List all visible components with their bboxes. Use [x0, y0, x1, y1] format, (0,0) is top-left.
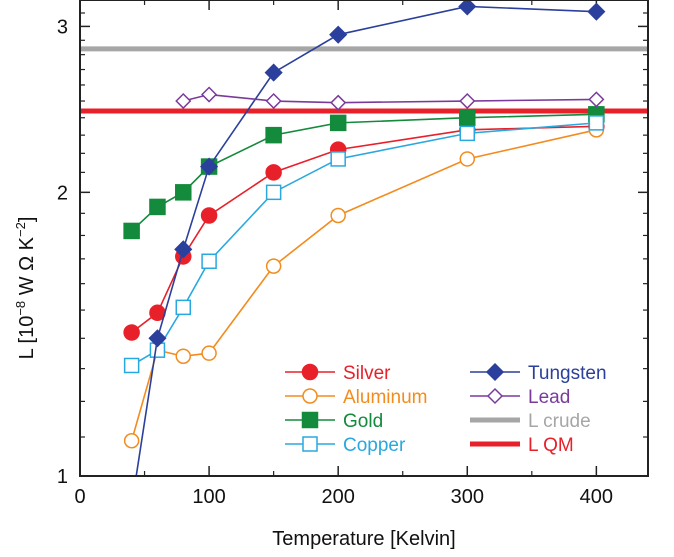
- legend-label-l-qm: L QM: [528, 435, 574, 456]
- plot-area: [80, 0, 648, 476]
- series-tungsten: [124, 0, 606, 514]
- point-lead: [201, 86, 218, 103]
- legend-marker-tungsten: [485, 362, 505, 382]
- point-aluminum: [330, 207, 346, 224]
- legend-marker-gold: [301, 411, 319, 429]
- legend-label-aluminum: Aluminum: [343, 387, 427, 408]
- plot-content: [80, 0, 648, 514]
- x-tick-label: 400: [580, 486, 613, 508]
- point-tungsten: [148, 329, 167, 348]
- y-tick-label: 3: [57, 16, 68, 38]
- point-lead: [265, 92, 282, 110]
- point-copper: [330, 151, 346, 167]
- point-gold: [459, 109, 476, 126]
- legend-marker-copper: [302, 436, 318, 452]
- legend-label-gold: Gold: [343, 411, 383, 432]
- x-axis-label: Temperature [Kelvin]: [272, 528, 455, 550]
- point-silver: [265, 164, 282, 181]
- legend: Silver Aluminum Gold Copper Tungsten Lead L cr…: [285, 362, 607, 456]
- point-tungsten: [200, 157, 219, 176]
- point-copper: [588, 115, 605, 131]
- series-line-tungsten: [135, 5, 597, 476]
- y-tick-label: 1: [57, 466, 68, 488]
- point-gold: [149, 198, 166, 216]
- point-copper: [201, 253, 217, 270]
- legend-item-copper: Copper: [285, 435, 406, 456]
- legend-marker-aluminum: [302, 388, 318, 404]
- x-tick-label: 100: [192, 486, 225, 508]
- point-gold: [329, 114, 347, 132]
- series-line-silver: [131, 125, 597, 334]
- point-copper: [175, 299, 192, 316]
- series-copper: [123, 115, 605, 374]
- point-lead: [330, 94, 347, 111]
- legend-label-lead: Lead: [528, 387, 570, 408]
- point-silver: [123, 324, 140, 341]
- plot-frame: [79, 0, 649, 477]
- y-tick-label: 2: [57, 182, 68, 204]
- legend-label-l-crude: L crude: [528, 411, 591, 432]
- point-aluminum: [123, 432, 140, 449]
- point-lead: [175, 92, 192, 110]
- point-aluminum: [201, 345, 217, 361]
- legend-item-tungsten: Tungsten: [470, 362, 607, 384]
- legend-label-silver: Silver: [343, 363, 391, 384]
- point-silver: [200, 207, 218, 224]
- point-gold: [175, 184, 192, 201]
- point-lead: [588, 91, 605, 108]
- point-gold: [123, 222, 140, 240]
- series-lead: [175, 86, 605, 111]
- legend-item-silver: Silver: [285, 363, 391, 384]
- point-tungsten: [124, 498, 140, 514]
- x-tick-label: 200: [321, 486, 354, 508]
- point-aluminum: [265, 258, 282, 274]
- legend-label-tungsten: Tungsten: [528, 363, 607, 384]
- point-gold: [265, 126, 282, 144]
- legend-item-l-crude: L crude: [470, 411, 591, 432]
- point-tungsten: [174, 240, 193, 259]
- x-tick-label: 0: [74, 486, 85, 508]
- point-tungsten: [264, 63, 283, 82]
- point-lead: [459, 92, 476, 110]
- legend-marker-silver: [301, 363, 319, 381]
- point-aluminum: [175, 348, 192, 364]
- legend-item-gold: Gold: [285, 411, 383, 432]
- point-copper: [265, 184, 282, 201]
- point-tungsten: [458, 0, 477, 16]
- y-axis-label: L [10−8 W Ω K−2]: [13, 217, 38, 360]
- point-aluminum: [459, 151, 476, 167]
- tick-labels: 0 100 200 300 400 1 2 3: [57, 16, 613, 508]
- legend-item-l-qm: L QM: [470, 435, 574, 456]
- legend-item-aluminum: Aluminum: [285, 387, 427, 408]
- legend-label-copper: Copper: [343, 435, 406, 456]
- point-tungsten: [329, 25, 348, 44]
- x-tick-label: 300: [451, 486, 484, 508]
- point-tungsten: [587, 2, 606, 21]
- legend-marker-lead: [486, 387, 504, 405]
- legend-item-lead: Lead: [470, 387, 570, 408]
- point-copper: [459, 125, 476, 142]
- point-copper: [123, 357, 140, 374]
